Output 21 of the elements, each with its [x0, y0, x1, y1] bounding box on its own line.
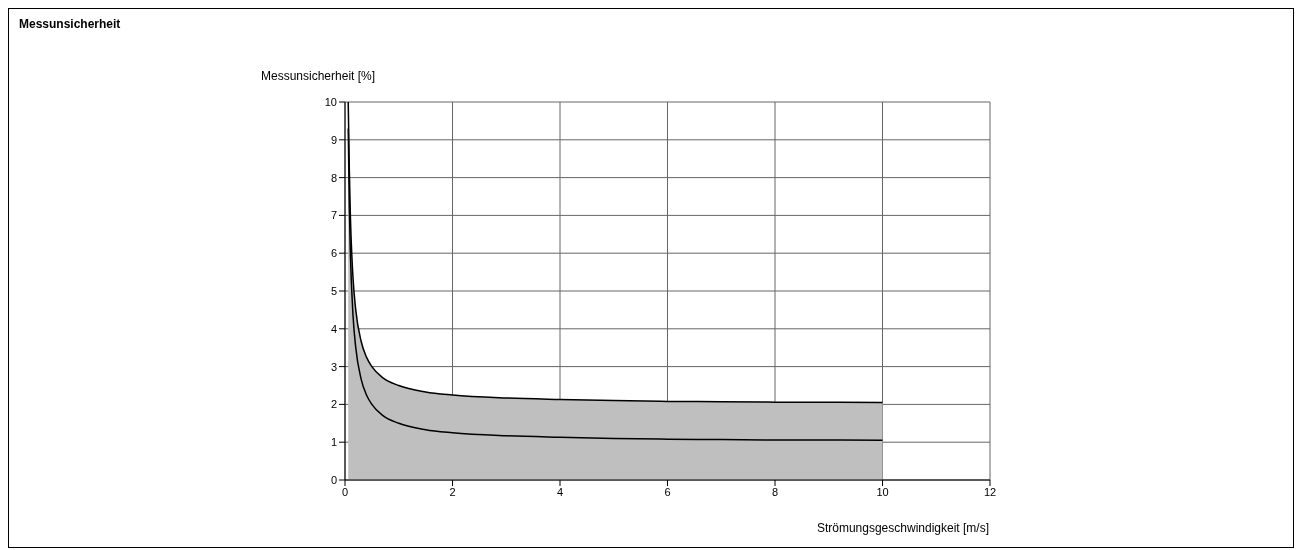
x-tick-label: 12: [983, 485, 997, 498]
x-axis-title: Strömungsgeschwindigkeit [m/s]: [816, 521, 989, 535]
x-tick-label: 4: [556, 485, 564, 498]
y-tick-label: 2: [330, 398, 337, 411]
y-tick-label: 7: [330, 209, 337, 222]
text: Messunsicherheit: [19, 17, 121, 31]
x-tick-label: 2: [449, 485, 456, 498]
y-tick-label: 1: [330, 436, 337, 449]
y-tick-label: 0: [330, 473, 337, 486]
y-tick-label: 4: [330, 322, 337, 335]
y-axis-title: Messunsicherheit [%]: [261, 69, 376, 83]
y-tick-label: 10: [324, 95, 337, 108]
y-tick-label: 3: [330, 360, 337, 373]
x-tick-label: 0: [341, 485, 349, 498]
x-tick-label: 10: [876, 485, 889, 498]
y-tick-label: 9: [330, 133, 337, 146]
x-tick-label: 8: [771, 485, 779, 498]
y-tick-label: 6: [330, 247, 337, 260]
x-tick-label: 6: [664, 485, 671, 498]
y-tick-label: 8: [330, 171, 337, 184]
y-tick-label: 5: [330, 284, 337, 297]
